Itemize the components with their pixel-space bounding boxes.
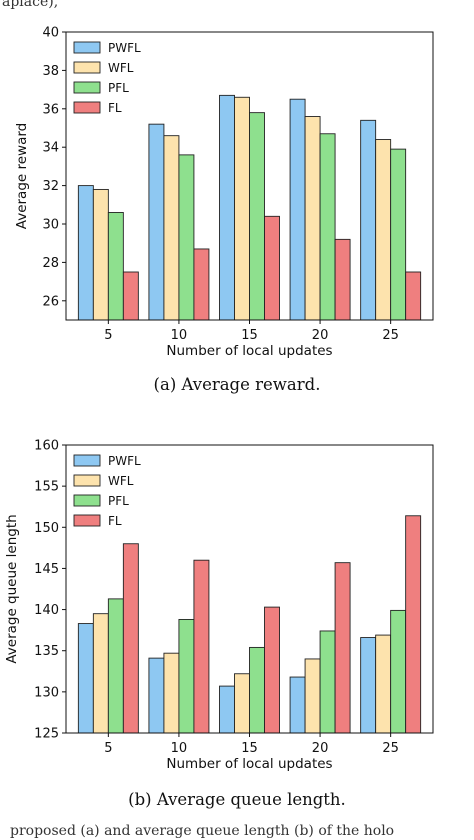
legend-swatch-wfl [73,474,101,487]
bar-pfl-20 [319,630,336,734]
bar-fl-15 [264,215,280,321]
bar-fl-15 [264,606,280,734]
x-axis-label: Number of local updates [166,756,332,772]
bar-pfl-10 [178,154,195,321]
bar-pfl-20 [319,133,336,321]
y-tick-label: 36 [42,102,59,117]
legend-label-fl: FL [108,514,122,528]
bar-fl-20 [334,562,351,734]
bar-pfl-25 [390,148,407,321]
x-tick-label: 10 [171,328,188,343]
bar-wfl-10 [163,652,180,734]
caption-average-queue-length: (b) Average queue length. [128,790,346,809]
legend-swatch-pfl [73,494,101,507]
bar-wfl-5 [92,613,109,734]
bar-pwfl-15 [219,685,235,734]
bar-pfl-5 [107,212,124,321]
legend-label-pwfl: PWFL [108,41,141,55]
legend-swatch-fl [73,514,101,527]
y-axis-label: Average reward [14,123,30,229]
x-tick-label: 20 [312,328,329,343]
bar-wfl-15 [234,673,250,734]
x-tick-label: 5 [104,741,112,756]
bar-pwfl-10 [148,123,165,321]
x-tick-label: 20 [312,741,329,756]
bar-fl-10 [193,559,210,734]
y-tick-label: 32 [42,179,59,194]
y-tick-label: 28 [42,256,59,271]
bar-wfl-15 [234,96,250,321]
chart-average-reward: 26 28 30 32 34 36 38 40 5 10 15 20 25 Number of local… [14,26,434,359]
y-tick-label: 38 [42,64,59,79]
bar-pwfl-15 [219,94,235,321]
x-tick-label: 25 [382,741,399,756]
chart-average-queue-length: 125 130 135 140 145 150 155 160 5 10 15 20 25 Number … [4,439,434,772]
x-tick-label: 25 [382,328,399,343]
legend-label-wfl: WFL [108,474,134,488]
x-tick-label: 15 [241,741,258,756]
bar-pfl-25 [390,609,407,734]
y-tick-label: 135 [34,644,59,659]
y-tick-label: 125 [34,727,59,742]
y-tick-label: 145 [34,562,59,577]
bar-wfl-20 [304,658,321,734]
y-tick-label: 30 [42,218,59,233]
text-fragment-bottom: proposed (a) and average queue length (b… [10,823,395,839]
legend-swatch-pfl [73,81,101,94]
bar-wfl-10 [163,135,180,321]
x-axis-label: Number of local updates [166,343,332,359]
legend-label-pfl: PFL [108,81,129,95]
bar-fl-5 [122,543,139,734]
y-tick-label: 150 [34,521,59,536]
bar-pwfl-10 [148,657,165,734]
bar-fl-25 [405,271,422,321]
bar-pfl-10 [178,618,195,734]
bar-pwfl-25 [360,119,377,321]
caption-average-reward: (a) Average reward. [153,375,321,394]
legend-label-fl: FL [108,101,122,115]
bar-wfl-25 [375,634,392,734]
text-fragment-top: aplace), [2,0,59,10]
legend-swatch-wfl [73,61,101,74]
y-axis-label: Average queue length [4,514,20,663]
x-tick-label: 15 [241,328,258,343]
bar-fl-10 [193,248,210,321]
y-tick-label: 26 [42,294,59,309]
x-tick-label: 5 [104,328,112,343]
bar-pwfl-5 [77,185,94,321]
bar-wfl-5 [92,188,109,321]
bar-pfl-15 [249,646,265,734]
legend-label-pfl: PFL [108,494,129,508]
bar-pfl-15 [249,112,265,321]
bar-pfl-5 [107,598,124,734]
bar-wfl-25 [375,139,392,321]
legend-swatch-fl [73,101,101,114]
bar-fl-5 [122,271,139,321]
bar-pwfl-20 [289,676,306,734]
y-tick-label: 140 [34,603,59,618]
legend-swatch-pwfl [73,454,101,467]
legend-label-wfl: WFL [108,61,134,75]
bar-wfl-20 [304,116,321,321]
y-tick-label: 160 [34,439,59,454]
y-tick-label: 40 [42,26,59,41]
bar-pwfl-25 [360,637,377,734]
y-tick-label: 155 [34,480,59,495]
bar-fl-25 [405,515,422,734]
y-tick-label: 34 [42,141,59,156]
legend-swatch-pwfl [73,41,101,54]
bar-pwfl-20 [289,98,306,321]
legend-label-pwfl: PWFL [108,454,141,468]
y-tick-label: 130 [34,685,59,700]
bar-pwfl-5 [77,623,94,734]
bar-fl-20 [334,238,351,321]
x-tick-label: 10 [171,741,188,756]
